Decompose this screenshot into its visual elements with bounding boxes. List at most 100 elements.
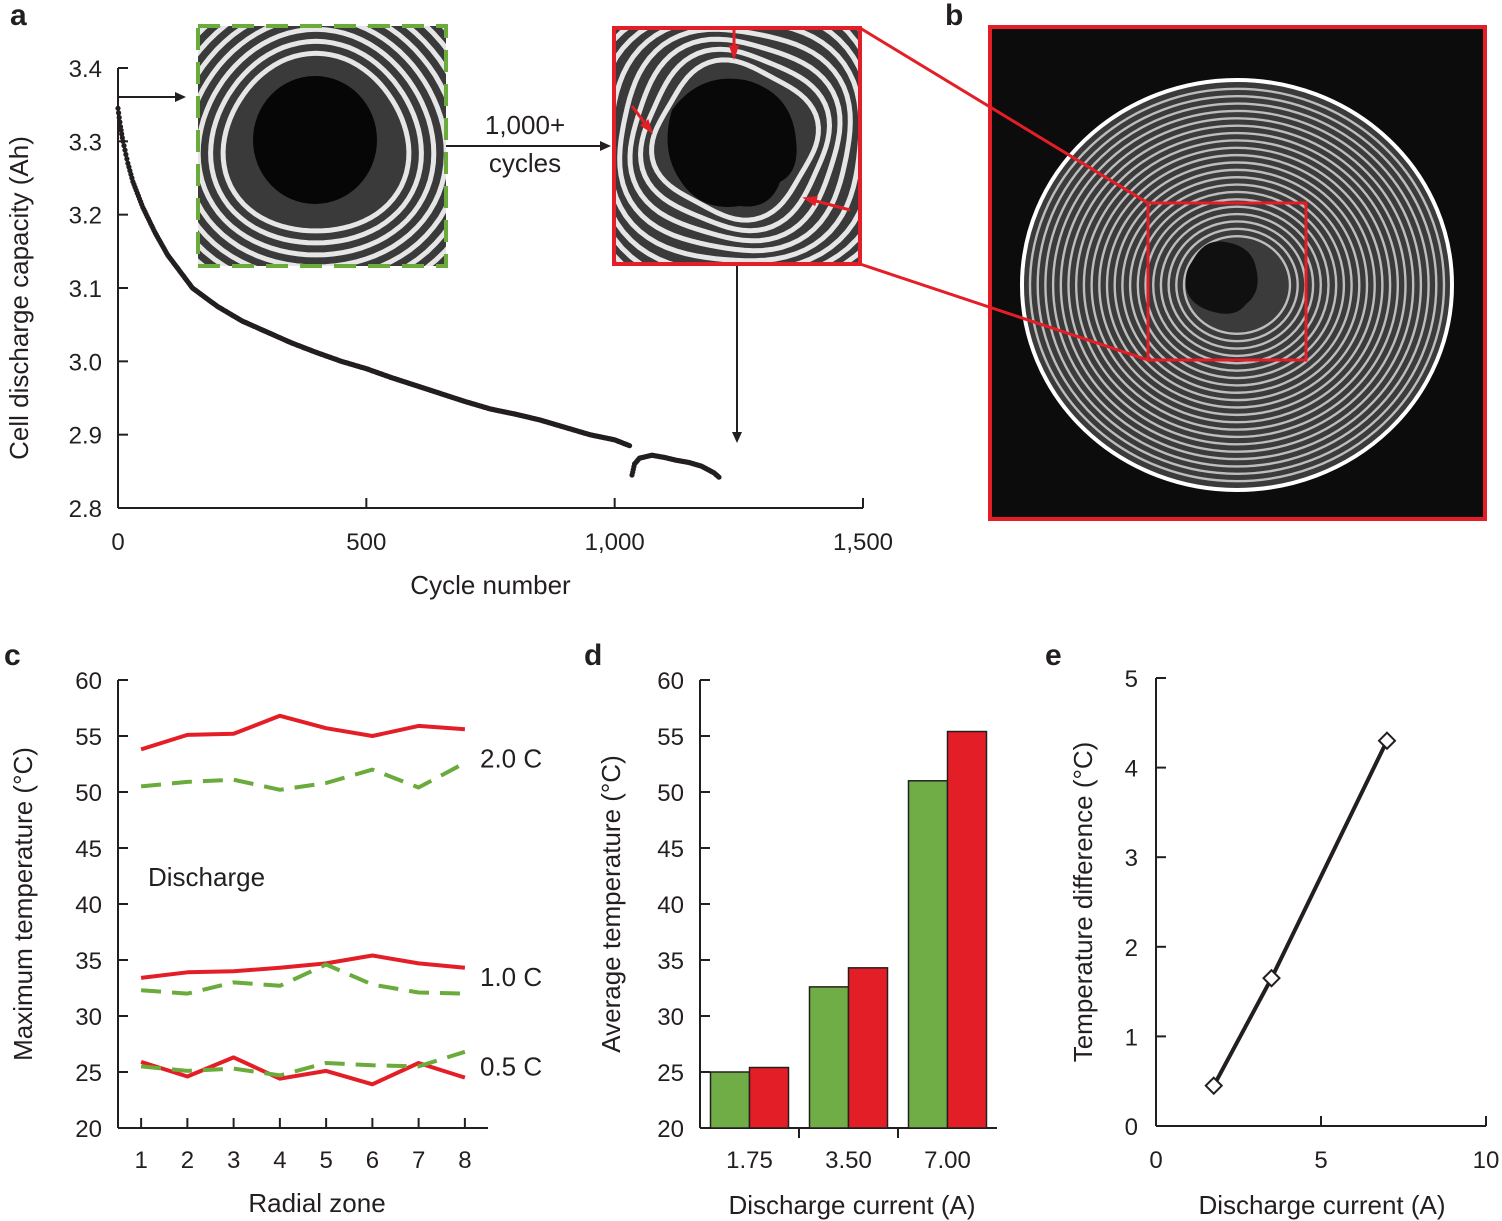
cycled-core	[667, 78, 797, 207]
pristine-ring	[220, 50, 412, 234]
max-temp-y-label: Maximum temperature (°C)	[8, 747, 38, 1061]
cycled-ring	[627, 36, 843, 244]
x-tick-label: 0	[111, 529, 124, 556]
y-tick-label: 3	[1125, 845, 1138, 872]
y-tick-label: 3.1	[69, 276, 102, 303]
y-tick-label: 3.2	[69, 203, 102, 230]
x-tick-label: 500	[346, 529, 386, 556]
cycled-rings-image	[614, 28, 860, 264]
arrow-head-icon	[175, 92, 186, 102]
y-tick-label: 1	[1125, 1024, 1138, 1051]
y-tick-label: 25	[75, 1060, 102, 1087]
cycled-ring	[649, 57, 821, 223]
y-tick-label: 20	[75, 1116, 102, 1143]
ct-full-ring	[1113, 168, 1361, 402]
ct-full-ring	[1128, 183, 1346, 387]
panel-label-d: d	[584, 639, 602, 672]
dashed-green-series-line	[140, 1049, 466, 1078]
capacity-point	[716, 474, 722, 480]
ct-full-ring	[1044, 102, 1430, 468]
y-tick-label: 2	[1125, 935, 1138, 962]
y-tick-label: 20	[657, 1116, 684, 1143]
rate-label: 2.0 C	[480, 743, 542, 773]
damage-arrow	[811, 198, 851, 212]
red-bar	[946, 730, 988, 1129]
capacity-point	[123, 151, 129, 158]
x-tick-label: 8	[458, 1147, 471, 1174]
rate-label: 1.0 C	[480, 962, 542, 992]
y-tick-label: 55	[657, 724, 684, 751]
x-tick-label: 0	[1149, 1147, 1162, 1174]
x-tick-label: 5	[319, 1147, 332, 1174]
y-tick-label: 3.3	[69, 129, 102, 156]
y-tick-label: 30	[657, 1004, 684, 1031]
capacity-ticks: 0 500 1,000 1,500 2.8 2.9 3.0 3.1 3.2 3.3 3.4	[69, 56, 893, 556]
y-tick-label: 2.9	[69, 423, 102, 450]
avg-temp-x-label: Discharge current (A)	[728, 1190, 975, 1220]
temp-diff-y-label: Temperature difference (°C)	[1068, 742, 1098, 1063]
ct-full-core	[1185, 241, 1258, 314]
dashed-green-series-line	[140, 962, 465, 996]
cycles-annotation-line1: 1,000+	[485, 110, 565, 140]
pristine-inset-border	[196, 24, 448, 268]
ct-full-ring	[1144, 198, 1330, 372]
ct-full-ring	[1074, 131, 1399, 439]
avg-temp-bars	[709, 730, 988, 1129]
pristine-rings-image	[198, 26, 446, 266]
ct-inset-pristine	[196, 24, 448, 268]
ct-full-casing	[1020, 78, 1454, 492]
max-temp-x-label: Radial zone	[248, 1188, 385, 1218]
max-temp-lines	[140, 713, 466, 1087]
damage-arrow-head-icon	[728, 45, 740, 60]
x-tick-label: 3.50	[825, 1147, 872, 1174]
cycled-inset-border	[612, 26, 862, 266]
y-tick-label: 55	[75, 724, 102, 751]
temp-diff-axes	[1155, 678, 1486, 1127]
pristine-ring	[198, 26, 446, 266]
y-tick-label: 5	[1125, 666, 1138, 693]
discharge-annotation: Discharge	[148, 862, 265, 892]
ct-inset-cycled	[612, 26, 862, 266]
capacity-point	[116, 114, 122, 121]
y-tick-label: 45	[657, 836, 684, 863]
ct-full-ring	[1051, 109, 1423, 461]
panel-label-c: c	[4, 639, 21, 672]
zoom-connector-bottom	[859, 262, 1149, 362]
red-bar	[748, 1066, 790, 1129]
y-tick-label: 50	[657, 780, 684, 807]
x-tick-label: 1.75	[726, 1147, 773, 1174]
panel-label-e: e	[1045, 639, 1062, 672]
x-tick-label: 10	[1473, 1147, 1500, 1174]
x-tick-label: 6	[366, 1147, 379, 1174]
avg-temperature-chart: 20 25 30 35 40 45 50 55 60 1.75 3.50 7.00 Discharge…	[596, 668, 997, 1220]
arrow-head-icon	[732, 432, 742, 443]
avg-temp-y-label: Average temperature (°C)	[596, 755, 626, 1053]
ct-full-ring	[1151, 205, 1322, 365]
y-tick-label: 40	[657, 892, 684, 919]
ct-full-ring	[1098, 153, 1376, 417]
rate-labels: 2.0 C 1.0 C 0.5 C	[480, 743, 542, 1081]
rate-label: 0.5 C	[480, 1051, 542, 1081]
capacity-point	[117, 119, 123, 125]
temp-diff-ticks: 0 5 10 0 1 2 3 4 5	[1125, 666, 1500, 1174]
x-tick-label: 7.00	[924, 1147, 971, 1174]
temp-diff-x-label: Discharge current (A)	[1198, 1190, 1445, 1220]
dashed-green-series-line	[140, 761, 466, 792]
y-tick-label: 2.8	[69, 496, 102, 523]
solid-red-series-line	[140, 953, 466, 980]
capacity-point	[124, 156, 130, 162]
x-tick-label: 1,500	[833, 529, 893, 556]
cycles-annotation-line2: cycles	[489, 148, 561, 178]
avg-temp-ticks: 20 25 30 35 40 45 50 55 60 1.75 3.50 7.00	[657, 668, 971, 1174]
capacity-point	[121, 143, 127, 149]
diamond-marker	[1377, 731, 1397, 751]
y-tick-label: 40	[75, 892, 102, 919]
pristine-core	[253, 76, 377, 204]
pristine-ring	[208, 38, 424, 246]
zoom-connector-top	[859, 26, 1149, 205]
cycled-ring	[637, 46, 833, 234]
x-tick-label: 5	[1314, 1147, 1327, 1174]
